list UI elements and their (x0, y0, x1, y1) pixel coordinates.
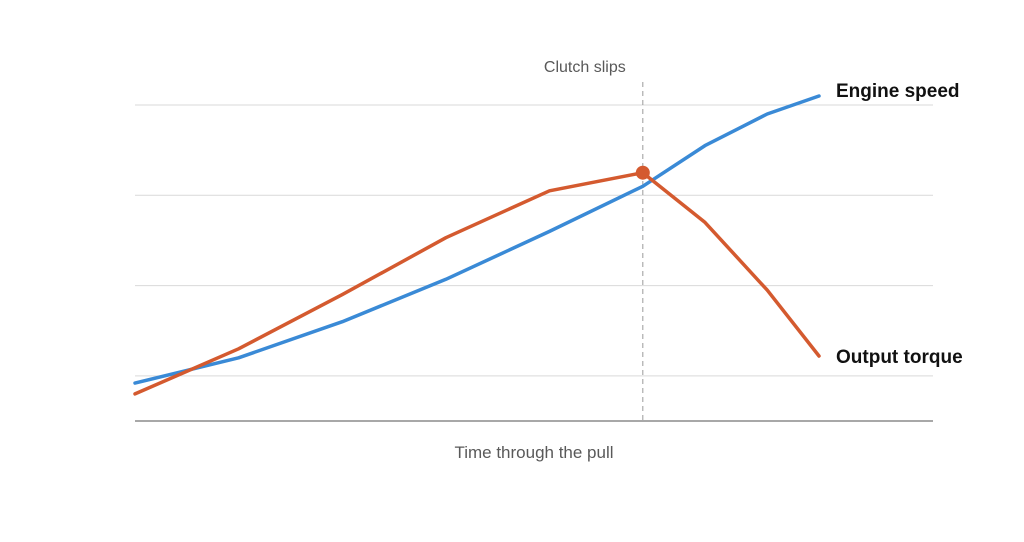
series-label-0: Engine speed (836, 81, 960, 102)
x-axis-title: Time through the pull (454, 443, 613, 462)
series-line-0 (133, 94, 821, 385)
peak-torque-marker (635, 165, 650, 180)
clutch-slips-label: Clutch slips (544, 59, 626, 76)
gridlines (135, 104, 933, 377)
series-line-1 (133, 170, 821, 396)
series-lines: Engine speed Output torque (133, 81, 963, 396)
series-label-1: Output torque (836, 347, 963, 368)
